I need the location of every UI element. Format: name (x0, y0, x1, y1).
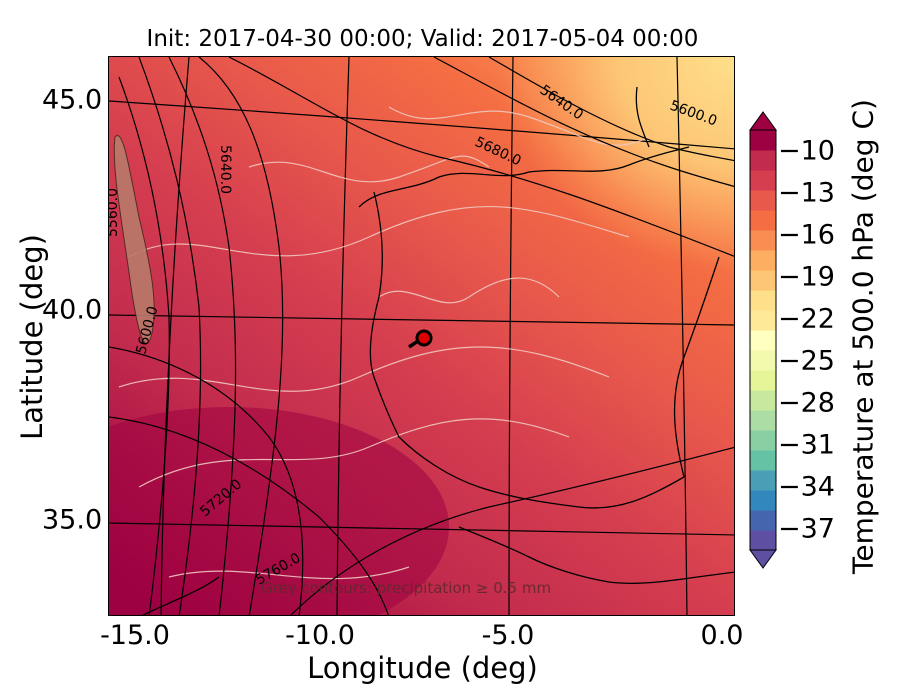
y-axis-label: Latitude (deg) (15, 234, 49, 440)
colorbar-tick-label: −34 (778, 471, 835, 503)
x-tick-label: -5.0 (481, 620, 535, 651)
colorbar-tick-label: −25 (778, 345, 835, 377)
precip-annotation: Grey contours: precipitation ≥ 0.5 mm (261, 579, 551, 597)
height-label: 5560.0 (109, 188, 121, 237)
colorbar-tick-label: −16 (778, 219, 835, 251)
y-tick-label: 35.0 (42, 504, 103, 536)
colorbar (749, 111, 777, 569)
colorbar-segment (750, 430, 776, 451)
colorbar-tick-label: −19 (778, 261, 835, 293)
colorbar-segment (750, 130, 776, 151)
colorbar-segment (750, 190, 776, 211)
colorbar-segment (750, 290, 776, 311)
coastlines (141, 86, 734, 615)
cold-band (109, 407, 449, 615)
colorbar-segment (750, 410, 776, 431)
colorbar-segment (750, 350, 776, 371)
map-panel: 5600.0 5640.0 5680.0 5640.0 5560.0 5600.… (108, 56, 735, 616)
colorbar-label: Temperature at 500.0 hPa (deg C) (846, 99, 880, 574)
colorbar-segment (750, 510, 776, 531)
colorbar-extend-top (749, 111, 777, 131)
colorbar-tick-label: −22 (778, 303, 835, 335)
colorbar-extend-bottom (749, 549, 777, 569)
colorbar-tick-label: −37 (778, 513, 835, 545)
colorbar-segment (750, 530, 776, 551)
colorbar-segment (750, 170, 776, 191)
colorbar-segment (750, 150, 776, 171)
colorbar-segment (750, 270, 776, 291)
colorbar-segment (750, 210, 776, 231)
colorbar-segment (750, 310, 776, 331)
colorbar-tick-label: −13 (778, 177, 835, 209)
height-contours (109, 57, 734, 615)
y-tick-label: 40.0 (42, 294, 103, 326)
x-tick-label: -15.0 (100, 620, 170, 651)
colorbar-tick-label: −31 (778, 429, 835, 461)
x-axis-label: Longitude (deg) (307, 651, 538, 685)
colorbar-segment (750, 390, 776, 411)
x-tick-label: -10.0 (285, 620, 355, 651)
colorbar-border (749, 129, 777, 551)
chart-title: Init: 2017-04-30 00:00; Valid: 2017-05-0… (146, 26, 699, 52)
colorbar-segment (750, 370, 776, 391)
colorbar-segment (750, 450, 776, 471)
colorbar-segment (750, 330, 776, 351)
colorbar-segment (750, 490, 776, 511)
y-tick-label: 45.0 (42, 84, 103, 116)
colorbar-tick-label: −28 (778, 387, 835, 419)
x-tick-label: 0.0 (700, 620, 744, 651)
trough-blob (113, 134, 155, 344)
precip-contours (118, 106, 650, 580)
height-label: 5640.0 (217, 145, 233, 194)
location-marker (408, 329, 433, 349)
colorbar-segment (750, 230, 776, 251)
colorbar-segments (749, 111, 777, 569)
colorbar-segment (750, 470, 776, 491)
colorbar-tick-label: −10 (778, 135, 835, 167)
colorbar-segment (750, 250, 776, 271)
map-svg: 5600.0 5640.0 5680.0 5640.0 5560.0 5600.… (109, 57, 734, 615)
